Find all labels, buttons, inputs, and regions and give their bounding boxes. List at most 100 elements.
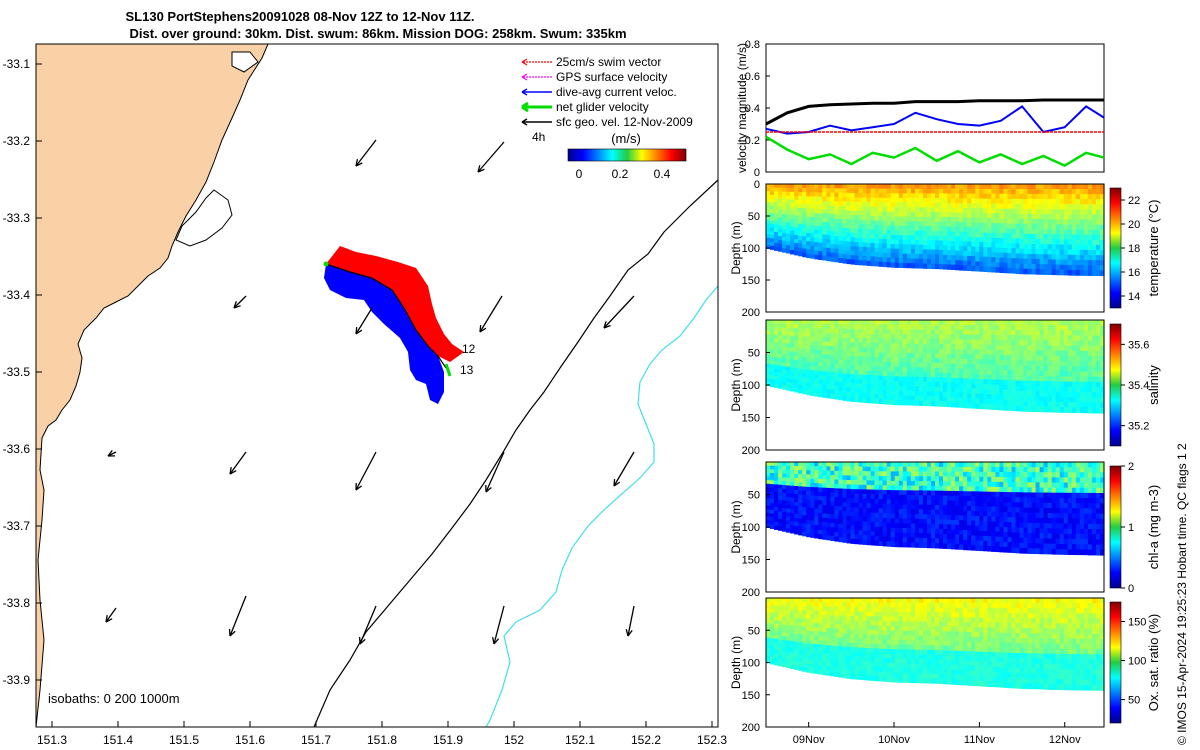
legend-label-gps: GPS surface velocity bbox=[556, 70, 667, 84]
geo-velocity-arrow bbox=[233, 295, 247, 309]
colorbar-label-chl: chl-a (mg m-3) bbox=[1146, 485, 1161, 570]
depth-tick-label: 150 bbox=[742, 690, 760, 702]
colorbar-tick-label: 20 bbox=[1128, 219, 1140, 231]
geo-velocity-arrow bbox=[485, 451, 505, 493]
colorbar-sal bbox=[1109, 323, 1122, 447]
scale-label: 4h bbox=[532, 130, 545, 144]
depth-tick-label: 200 bbox=[742, 722, 760, 734]
depth-tick-label: 100 bbox=[742, 522, 760, 534]
coastline-land bbox=[36, 44, 269, 727]
depth-tick-label: 200 bbox=[742, 307, 760, 319]
colorbar-tick-label: 35.2 bbox=[1128, 421, 1149, 433]
lon-tick-label: 152 bbox=[504, 733, 524, 747]
legend-label-net: net glider velocity bbox=[556, 100, 649, 114]
velocity-ytick-label: 0.2 bbox=[745, 135, 760, 147]
speed-colorbar bbox=[567, 148, 687, 162]
depth-ylabel: Depth (m) bbox=[729, 500, 743, 553]
lon-tick-label: 151.5 bbox=[169, 733, 199, 747]
colorbar-tick-label: 16 bbox=[1128, 267, 1140, 279]
section-field-sal bbox=[766, 320, 1105, 414]
speed-tick-0: 0 bbox=[576, 167, 583, 181]
depth-tick-label: 100 bbox=[742, 243, 760, 255]
isobaths-label: isobaths: 0 200 1000m bbox=[48, 691, 180, 706]
depth-tick-label: 50 bbox=[748, 490, 760, 502]
day-label-12: 12 bbox=[462, 342, 476, 356]
lat-tick-label: -33.1 bbox=[3, 57, 31, 71]
depth-tick-label: 50 bbox=[748, 348, 760, 360]
figure-title-line1: SL130 PortStephens20091028 08-Nov 12Z to… bbox=[126, 9, 475, 24]
date-tick-label: 09Nov bbox=[793, 734, 825, 746]
depth-tick-label: 100 bbox=[742, 380, 760, 392]
colorbar-tick-label: 50 bbox=[1128, 695, 1140, 707]
section-field-temp bbox=[766, 184, 1105, 277]
geo-velocity-arrow bbox=[355, 307, 373, 335]
velocity-ytick-label: 0.8 bbox=[745, 39, 760, 51]
geo-velocity-arrow bbox=[477, 141, 505, 173]
velocity-ytick-label: 0.6 bbox=[745, 71, 760, 83]
colorbar-label-ox: Ox. sat. ratio (%) bbox=[1146, 614, 1161, 712]
colorbar-tick-label: 150 bbox=[1128, 617, 1146, 629]
depth-tick-label: 150 bbox=[742, 275, 760, 287]
legend-label-geo: sfc geo. vel. 12-Nov-2009 bbox=[556, 115, 693, 129]
speed-unit-label: (m/s) bbox=[611, 131, 641, 146]
geo-velocity-arrow bbox=[359, 605, 377, 645]
colorbar-tick-label: 35.6 bbox=[1128, 339, 1149, 351]
lon-tick-label: 151.6 bbox=[235, 733, 265, 747]
lon-tick-label: 151.8 bbox=[367, 733, 397, 747]
section-field-chl bbox=[766, 462, 1105, 556]
isobath-200m bbox=[313, 179, 718, 727]
series-line-geo bbox=[765, 98, 1104, 126]
depth-tick-label: 100 bbox=[742, 658, 760, 670]
lon-tick-label: 152.1 bbox=[565, 733, 595, 747]
speed-tick-1: 0.2 bbox=[612, 167, 629, 181]
colorbar-tick-label: 100 bbox=[1128, 656, 1146, 668]
geo-velocity-arrow bbox=[355, 139, 377, 167]
colorbar-tick-label: 18 bbox=[1128, 243, 1140, 255]
velocity-ytick-label: 0.4 bbox=[745, 103, 760, 115]
lat-tick-label: -33.3 bbox=[3, 211, 31, 225]
lat-tick-label: -33.4 bbox=[3, 288, 31, 302]
track-start bbox=[323, 261, 329, 267]
geo-velocity-arrow bbox=[355, 451, 377, 491]
lake-water bbox=[231, 51, 259, 73]
velocity-ylabel: velocity magnitude (m/s) bbox=[735, 43, 749, 173]
depth-tick-label: 0 bbox=[754, 179, 760, 191]
colorbar-ox bbox=[1109, 601, 1122, 724]
colorbar-tick-label: 0 bbox=[1128, 583, 1134, 595]
lat-tick-label: -33.6 bbox=[3, 442, 31, 456]
lon-tick-label: 151.9 bbox=[433, 733, 463, 747]
track-path bbox=[325, 263, 447, 369]
lat-tick-label: -33.7 bbox=[3, 519, 31, 533]
colorbar-temp bbox=[1109, 187, 1122, 309]
colorbar-tick-label: 14 bbox=[1128, 291, 1140, 303]
colorbar-label-sal: salinity bbox=[1146, 365, 1161, 405]
series-line-current bbox=[765, 105, 1105, 135]
map-legend: 25cm/s swim vector GPS surface velocity … bbox=[521, 55, 693, 181]
depth-ylabel: Depth (m) bbox=[729, 636, 743, 689]
geo-velocity-arrow bbox=[603, 295, 635, 329]
day-label-13: 13 bbox=[460, 363, 474, 377]
geo-velocity-arrow bbox=[627, 605, 635, 637]
legend-label-swim: 25cm/s swim vector bbox=[556, 55, 661, 69]
date-tick-label: 10Nov bbox=[878, 734, 910, 746]
track-swim-envelope bbox=[326, 246, 464, 362]
geo-velocity-arrow bbox=[229, 595, 247, 637]
figure-title-line2: Dist. over ground: 30km. Dist. swum: 86k… bbox=[129, 26, 626, 41]
depth-tick-label: 200 bbox=[742, 587, 760, 599]
lon-tick-label: 152.3 bbox=[697, 733, 727, 747]
net-velocity-segment bbox=[444, 363, 452, 377]
isobath-1000m bbox=[485, 285, 718, 727]
date-tick-label: 12Nov bbox=[1049, 734, 1081, 746]
colorbar-tick-label: 1 bbox=[1128, 522, 1134, 534]
depth-ylabel: Depth (m) bbox=[729, 358, 743, 411]
geo-velocity-arrow bbox=[105, 607, 117, 623]
depth-tick-label: 200 bbox=[742, 445, 760, 457]
geo-velocity-arrow bbox=[493, 605, 505, 645]
track-current-envelope bbox=[324, 264, 444, 404]
depth-tick-label: 150 bbox=[742, 555, 760, 567]
lat-tick-label: -33.2 bbox=[3, 134, 31, 148]
map-frame bbox=[35, 43, 719, 728]
colorbar-tick-label: 22 bbox=[1128, 195, 1140, 207]
section-field-ox bbox=[766, 598, 1105, 691]
velocity-axes bbox=[765, 43, 1105, 173]
